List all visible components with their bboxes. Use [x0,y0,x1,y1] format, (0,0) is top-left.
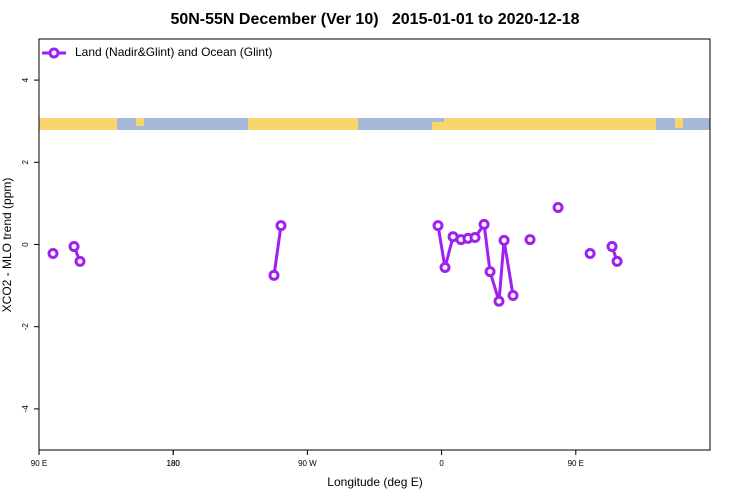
legend-label: Land (Nadir&Glint) and Ocean (Glint) [75,45,272,59]
land-band [248,118,358,130]
land-band [39,118,117,130]
point [275,220,287,232]
point [484,266,496,278]
point [498,234,510,246]
point [606,241,618,253]
x-tick-label: 180 [167,459,181,468]
land-band [675,118,683,128]
land-band [444,118,656,130]
y-tick-label: 2 [21,160,30,165]
y-tick-label: 0 [21,242,30,247]
x-tick-label: 0 [439,459,444,468]
point [74,255,86,267]
y-tick-label: -4 [21,405,30,413]
point [524,234,536,246]
point [469,232,481,244]
point [268,269,280,281]
y-tick-label: 4 [21,77,30,82]
land-band [432,122,444,130]
point [552,202,564,214]
point [47,248,59,260]
x-tick-label: 90 E [568,459,584,468]
y-tick-label: -2 [21,323,30,331]
point [611,255,623,267]
point [507,289,519,301]
map-strip [39,118,710,130]
point [493,295,505,307]
point [68,241,80,253]
x-tick-label: 180 [167,459,181,468]
chart-title: 50N-55N December (Ver 10) 2015-01-01 to … [170,11,579,28]
point [439,262,451,274]
land-band [136,118,144,126]
x-tick-label: 90 W [298,459,317,468]
x-tick-label: 90 E [31,459,47,468]
point [432,220,444,232]
x-axis-label: Longitude (deg E) [327,475,422,489]
line [72,220,619,302]
point [584,248,596,260]
y-axis-label: XCO2 - MLO trend (ppm) [0,178,14,313]
point [478,218,490,230]
legend-marker [48,47,60,59]
